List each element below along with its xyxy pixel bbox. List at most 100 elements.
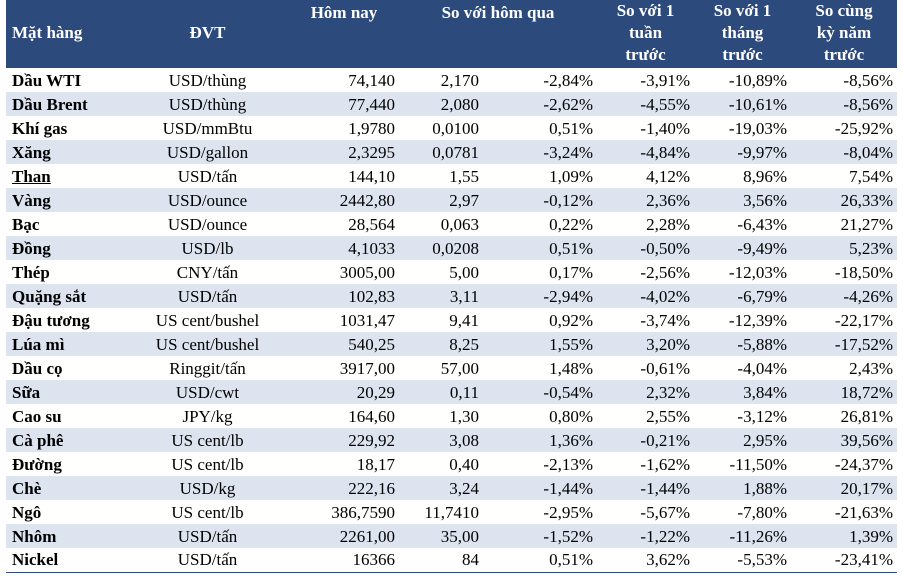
vs-month-cell: -10,89% [728, 70, 787, 90]
commodity-name: Sữa [12, 382, 41, 402]
header-vs-year-line2: kỳ năm [816, 23, 872, 42]
vs-year-cell: 21,27% [840, 214, 893, 234]
table-row: Dầu Brent USD/thùng 77,440 2,080 -2,62% -4,55… [6, 92, 897, 116]
price-today-cell: 2442,80 [339, 190, 395, 210]
change-percent-cell: 0,80% [549, 406, 593, 426]
commodity-name: Dầu WTI [12, 70, 82, 90]
change-value-cell: 1,30 [449, 406, 479, 426]
vs-year-cell: 7,54% [849, 166, 893, 186]
vs-year-cell: 18,72% [840, 382, 893, 402]
table-row: Sữa USD/cwt 20,29 0,11 -0,54% 2,32% 3,84% 18,72… [6, 380, 897, 404]
commodity-name: Cao su [12, 406, 62, 426]
change-value-cell: 0,0781 [432, 142, 479, 162]
unit-cell: USD/tấn [177, 286, 238, 306]
vs-week-cell: 2,36% [646, 190, 690, 210]
price-today-cell: 2261,00 [339, 526, 395, 546]
commodity-name: Đường [12, 454, 62, 474]
vs-week-cell: -1,62% [640, 454, 690, 474]
vs-week-cell: 4,12% [646, 166, 690, 186]
change-percent-cell: 0,92% [549, 310, 593, 330]
vs-week-cell: 2,55% [646, 406, 690, 426]
table-row: Cao su JPY/kg 164,60 1,30 0,80% 2,55% -3,12% 26… [6, 404, 897, 428]
change-value-cell: 1,55 [449, 166, 479, 186]
vs-year-cell: 20,17% [840, 478, 893, 498]
table-row: Dầu WTI USD/thùng 74,140 2,170 -2,84% -3,91% -… [6, 68, 897, 92]
vs-month-cell: -9,97% [737, 142, 787, 162]
price-today-cell: 386,7590 [331, 502, 395, 522]
table-row: Vàng USD/ounce 2442,80 2,97 -0,12% 2,36% 3,56%… [6, 188, 897, 212]
table-row: Đường US cent/lb 18,17 0,40 -2,13% -1,62% -11,… [6, 452, 897, 476]
unit-cell: USD/lb [181, 238, 234, 258]
header-row: Mặt hàng ĐVT Hôm nay So với hôm qua So v… [6, 0, 897, 68]
vs-week-cell: 3,62% [597, 548, 694, 573]
change-percent-cell: -1,52% [543, 526, 593, 546]
vs-month-cell: 1,88% [743, 478, 787, 498]
vs-week-cell: -4,02% [640, 286, 690, 306]
vs-year-cell: -21,63% [834, 502, 893, 522]
vs-month-cell: -12,03% [728, 262, 787, 282]
change-percent-cell: 1,48% [549, 358, 593, 378]
vs-year-cell: -22,17% [834, 310, 893, 330]
vs-year-cell: 1,39% [849, 526, 893, 546]
vs-month-cell: -5,88% [737, 334, 787, 354]
change-value-cell: 3,24 [449, 478, 479, 498]
change-value-cell: 9,41 [449, 310, 479, 330]
unit-cell: US cent/lb [171, 454, 244, 474]
commodity-price-table: Mặt hàng ĐVT Hôm nay So với hôm qua So v… [6, 0, 897, 573]
price-today-cell: 3917,00 [339, 358, 395, 378]
vs-month-cell: 3,84% [743, 382, 787, 402]
vs-month-cell: -12,39% [728, 310, 787, 330]
header-vs-week-line2: tuần [628, 23, 663, 42]
change-value-cell: 84 [399, 548, 483, 573]
table-row: Đậu tương US cent/bushel 1031,47 9,41 0,92% -… [6, 308, 897, 332]
vs-year-cell: -23,41% [791, 548, 897, 573]
price-today-cell: 2,3295 [348, 142, 395, 162]
price-today-cell: 102,83 [348, 286, 395, 306]
vs-year-cell: -25,92% [834, 118, 893, 138]
unit-cell: USD/tấn [177, 166, 238, 186]
header-today: Hôm nay [310, 3, 378, 22]
vs-week-cell: -3,74% [640, 310, 690, 330]
vs-year-cell: -24,37% [834, 454, 893, 474]
change-percent-cell: -0,12% [543, 190, 593, 210]
vs-week-cell: 3,20% [646, 334, 690, 354]
commodity-name: Đồng [12, 238, 51, 258]
commodity-name: Quặng sắt [12, 286, 87, 306]
vs-year-cell: -8,04% [843, 142, 893, 162]
unit-cell: USD/cwt [175, 382, 240, 402]
commodity-name: Nhôm [12, 526, 57, 546]
change-value-cell: 3,11 [449, 286, 479, 306]
unit-cell: JPY/kg [182, 406, 233, 426]
change-percent-cell: 0,51% [549, 118, 593, 138]
commodity-name: Dầu Brent [12, 94, 88, 114]
header-vs-month-line1: So với 1 [713, 1, 772, 20]
header-vs-month: So với 1 tháng trước [694, 0, 791, 68]
table-row: Than USD/tấn 144,10 1,55 1,09% 4,12% 8,96% 7,54… [6, 164, 897, 188]
header-vs-week: So với 1 tuần trước [597, 0, 694, 68]
price-today-cell: 222,16 [348, 478, 395, 498]
commodity-name: Than [12, 166, 51, 186]
unit-cell: US cent/lb [171, 430, 244, 450]
header-vs-yesterday: So với hôm qua [441, 3, 555, 22]
unit-cell: USD/thùng [168, 94, 247, 114]
vs-month-cell: 3,56% [743, 190, 787, 210]
table-row: Nickel USD/tấn 16366 84 0,51% 3,62% -5,53% -23,… [6, 548, 897, 573]
vs-week-cell: -0,21% [640, 430, 690, 450]
change-value-cell: 8,25 [449, 334, 479, 354]
commodity-name: Đậu tương [12, 310, 90, 330]
unit-cell: USD/gallon [166, 142, 249, 162]
header-vs-year-line1: So cùng [815, 1, 873, 20]
vs-week-cell: 2,28% [646, 214, 690, 234]
change-value-cell: 0,063 [440, 214, 479, 234]
commodity-name: Chè [12, 478, 42, 498]
header-commodity: Mặt hàng [12, 23, 83, 42]
table-row: Bạc USD/ounce 28,564 0,063 0,22% 2,28% -6,43% 2… [6, 212, 897, 236]
change-value-cell: 0,0100 [432, 118, 479, 138]
table-row: Đồng USD/lb 4,1033 0,0208 0,51% -0,50% -9,49% 5… [6, 236, 897, 260]
change-value-cell: 2,080 [440, 94, 479, 114]
vs-month-cell: 2,95% [743, 430, 787, 450]
vs-year-cell: 5,23% [849, 238, 893, 258]
vs-week-cell: -3,91% [640, 70, 690, 90]
change-value-cell: 11,7410 [424, 502, 479, 522]
table-row: Nhôm USD/tấn 2261,00 35,00 -1,52% -1,22% -11,2… [6, 524, 897, 548]
